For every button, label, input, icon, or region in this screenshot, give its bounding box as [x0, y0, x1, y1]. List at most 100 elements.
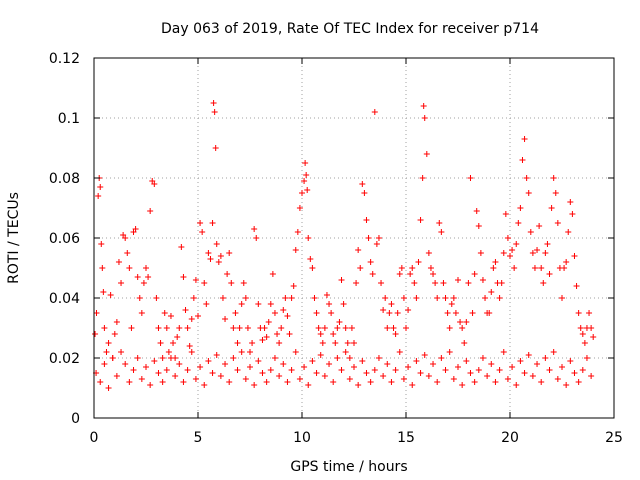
roti-point — [440, 280, 447, 286]
roti-point — [586, 310, 593, 316]
roti-point — [232, 310, 239, 316]
roti-point — [288, 367, 295, 373]
roti-point — [542, 250, 549, 256]
roti-point — [573, 283, 580, 289]
roti-point — [342, 325, 349, 331]
roti-point — [109, 355, 116, 361]
roti-point — [579, 331, 586, 337]
roti-point — [448, 301, 455, 307]
roti-point — [355, 382, 362, 388]
roti-point — [305, 382, 312, 388]
roti-point — [145, 274, 152, 280]
roti-point — [95, 193, 102, 199]
y-tick-label: 0.12 — [49, 51, 80, 67]
roti-point — [581, 340, 588, 346]
roti-point — [215, 259, 222, 265]
roti-point — [492, 259, 499, 265]
roti-point — [259, 370, 266, 376]
roti-point — [107, 292, 114, 298]
roti-point — [417, 370, 424, 376]
roti-point — [544, 241, 551, 247]
roti-point — [184, 325, 191, 331]
roti-point — [286, 331, 293, 337]
roti-point — [550, 349, 557, 355]
roti-point — [486, 310, 493, 316]
roti-point — [446, 349, 453, 355]
roti-point — [407, 271, 414, 277]
data-marks — [92, 100, 597, 391]
roti-point — [525, 190, 532, 196]
roti-point — [538, 265, 545, 271]
roti-point — [138, 310, 145, 316]
roti-point — [113, 319, 120, 325]
roti-point — [315, 325, 322, 331]
roti-point — [205, 358, 212, 364]
roti-point — [134, 274, 141, 280]
roti-point — [369, 271, 376, 277]
roti-point — [353, 280, 360, 286]
roti-point — [382, 295, 389, 301]
roti-point — [143, 364, 149, 370]
roti-point — [336, 319, 343, 325]
roti-point — [163, 325, 170, 331]
roti-point — [525, 352, 532, 358]
roti-point — [446, 325, 453, 331]
roti-point — [394, 310, 401, 316]
roti-point — [482, 295, 489, 301]
roti-point — [330, 379, 337, 385]
roti-point — [492, 379, 499, 385]
roti-point — [222, 361, 229, 367]
roti-point — [105, 340, 112, 346]
roti-point — [332, 340, 339, 346]
roti-point — [509, 364, 516, 370]
x-axis-label: GPS time / hours — [290, 459, 407, 475]
roti-point — [415, 259, 422, 265]
roti-point — [296, 376, 303, 382]
roti-point — [488, 361, 495, 367]
roti-point — [361, 190, 368, 196]
roti-point — [259, 337, 266, 343]
roti-point — [263, 334, 270, 340]
roti-point — [396, 271, 403, 277]
roti-point — [323, 292, 330, 298]
roti-point — [244, 325, 251, 331]
roti-point — [126, 379, 133, 385]
roti-point — [590, 334, 597, 340]
roti-point — [569, 211, 576, 217]
roti-point — [450, 295, 457, 301]
y-tick-label: 0 — [71, 411, 80, 427]
roti-point — [305, 235, 312, 241]
roti-point — [378, 280, 385, 286]
roti-point — [420, 103, 427, 109]
roti-point — [170, 340, 177, 346]
x-tick-label: 15 — [397, 430, 415, 446]
roti-point — [425, 250, 432, 256]
roti-point — [548, 205, 555, 211]
roti-point — [442, 295, 449, 301]
roti-point — [98, 241, 105, 247]
roti-point — [192, 376, 199, 382]
roti-point — [409, 265, 416, 271]
roti-point — [561, 265, 568, 271]
roti-point — [375, 235, 382, 241]
roti-point — [309, 265, 316, 271]
roti-point — [128, 325, 135, 331]
roti-point — [461, 340, 468, 346]
roti-point — [400, 295, 407, 301]
roti-point — [540, 280, 547, 286]
roti-point — [155, 370, 162, 376]
roti-point — [238, 301, 245, 307]
roti-point — [536, 223, 543, 229]
roti-point — [209, 370, 216, 376]
roti-point — [197, 220, 204, 226]
roti-point — [534, 361, 541, 367]
y-axis-label: ROTI / TECUs — [6, 192, 22, 284]
roti-point — [290, 283, 297, 289]
roti-point — [255, 301, 262, 307]
roti-point — [313, 370, 320, 376]
roti-point — [373, 241, 380, 247]
roti-point — [477, 250, 484, 256]
roti-point — [271, 310, 278, 316]
roti-point — [301, 364, 308, 370]
x-tick-label: 10 — [293, 430, 311, 446]
